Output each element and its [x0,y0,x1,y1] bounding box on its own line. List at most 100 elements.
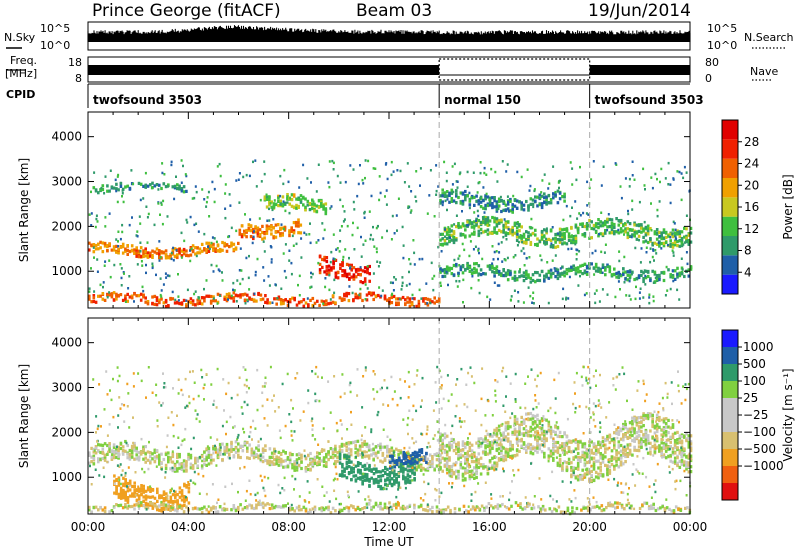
power-scatter-cell [483,166,486,170]
power-cell [164,249,168,253]
power-cell [613,225,616,230]
power-cell [94,243,98,248]
power-cell [631,270,634,274]
power-scatter-cell [435,193,438,196]
power-cell [354,270,358,274]
velocity-cell [486,465,490,469]
velocity-cell [343,467,346,471]
velocity-cell [606,434,609,438]
power-cell [295,303,299,307]
power-cell [547,276,551,280]
power-cell [139,182,143,186]
power-cell [554,245,557,249]
power-cell [574,266,578,270]
power-cell [497,199,501,203]
velocity-cell [590,448,593,452]
power-scatter-cell [362,182,365,185]
power-cell [261,224,264,228]
velocity-cell [212,445,215,449]
power-cell [334,275,338,279]
velocity-cell [205,458,208,462]
velocity-cell [90,455,93,459]
velocity-cell [624,452,627,456]
power-scatter-cell [168,274,171,278]
power-scatter-cell [208,215,211,218]
velocity-cell [365,454,369,458]
power-cell [563,199,566,203]
power-scatter-cell [151,265,154,268]
power-cell [404,298,407,302]
power-cell [497,204,501,208]
velocity-cell [649,446,652,450]
power-cell [628,234,632,238]
power-scatter-cell [291,234,294,238]
velocity-cell [406,466,409,470]
velocity-cell [103,457,107,461]
velocity-cell [561,467,564,471]
velocity-cell [391,459,394,463]
power-cell [477,233,481,237]
power-cell [495,219,499,223]
power-scatter-cell [272,218,275,221]
velocity-cell [327,458,330,462]
power-cell [110,295,114,299]
power-scatter-cell [251,241,254,245]
power-cell [327,302,330,306]
power-scatter-cell [664,294,667,297]
power-scatter-cell [628,277,631,280]
velocity-cell [502,446,505,450]
power-cell [155,296,159,300]
power-cell [642,235,645,239]
velocity-cell [160,461,163,466]
power-scatter-cell [511,210,514,214]
power-cell [678,271,682,275]
power-scatter-cell [175,175,177,178]
power-scatter-cell [444,235,446,238]
velocity-cell [486,467,490,471]
power-cell [540,232,544,236]
power-cell [366,268,369,273]
velocity-cell [266,461,269,465]
power-scatter-cell [311,272,314,276]
power-scatter-cell [230,294,233,298]
power-cell [506,199,510,203]
power-cell [101,241,105,245]
velocity-cell [520,432,523,436]
velocity-cell [640,415,643,419]
power-scatter-cell [249,218,252,221]
power-scatter-cell [216,165,219,168]
power-cell [601,263,605,267]
power-cell [658,273,661,277]
power-scatter-cell [207,190,210,194]
velocity-cell [406,474,410,478]
velocity-cell [617,457,621,461]
power-scatter-cell [410,209,413,212]
power-cell [313,209,316,213]
velocity-cell [558,434,562,439]
power-cell [272,205,276,209]
power-cell [556,189,560,193]
power-cell [527,204,530,208]
power-cell [443,274,447,278]
power-cell [461,192,465,196]
power-scatter-cell [660,247,663,250]
power-cell [585,272,589,276]
power-scatter-cell [617,280,620,283]
power-scatter-cell [461,203,464,206]
power-scatter-cell [517,300,520,303]
power-cell [205,248,208,252]
velocity-cell [604,450,607,454]
power-cell [497,197,501,201]
velocity-cell [606,464,609,468]
power-scatter-cell [550,242,553,245]
power-scatter-cell [205,205,208,208]
power-cell [357,272,360,276]
velocity-cell [538,434,542,438]
power-scatter-cell [88,290,91,293]
velocity-cell [576,458,580,462]
power-cell [146,300,150,304]
power-cell [115,294,118,298]
power-cell [488,231,492,235]
power-scatter-cell [655,252,658,255]
power-cell [155,251,159,255]
